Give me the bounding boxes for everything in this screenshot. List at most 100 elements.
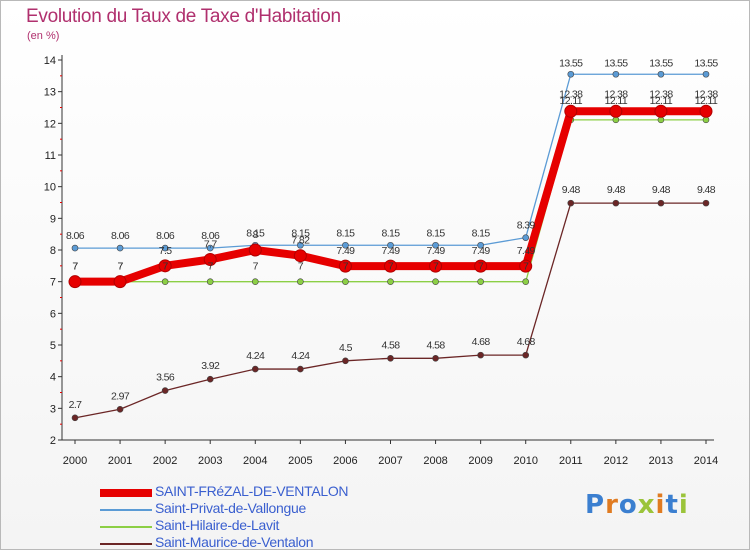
data-label: 2.97 — [111, 390, 130, 402]
data-point — [297, 241, 304, 249]
data-label: 8.15 — [336, 227, 355, 239]
data-label: 13.55 — [694, 57, 718, 69]
data-label: 7 — [523, 261, 529, 273]
x-tick-label: 2001 — [108, 455, 132, 467]
data-label: 7.82 — [291, 235, 310, 247]
data-point — [113, 275, 127, 289]
chart-title: Evolution du Taux de Taxe d'Habitation — [26, 6, 341, 27]
data-point — [116, 405, 124, 413]
data-label: 7 — [208, 261, 214, 273]
data-point — [161, 278, 169, 285]
y-tick-label: 2 — [50, 435, 56, 447]
data-label: 7 — [253, 261, 259, 273]
data-label: 7.49 — [427, 245, 446, 257]
data-label: 8.15 — [472, 227, 491, 239]
data-point — [657, 70, 665, 78]
data-label: 9.48 — [697, 184, 716, 196]
data-label: 12.38 — [649, 88, 673, 100]
data-point — [519, 259, 533, 273]
data-label: 7 — [117, 261, 123, 273]
data-point — [612, 70, 620, 78]
data-label: 8.39 — [517, 220, 536, 232]
data-point — [68, 275, 82, 289]
data-label: 12.38 — [604, 88, 628, 100]
data-label: 12.11 — [560, 95, 583, 107]
data-label: 12.11 — [650, 95, 673, 107]
data-label: 13.55 — [604, 57, 628, 69]
data-point — [429, 259, 443, 273]
y-tick-label: 9 — [50, 213, 56, 225]
data-label: 7 — [343, 261, 349, 273]
data-point — [477, 278, 484, 285]
y-tick-label: 4 — [50, 372, 56, 384]
data-label: 8.06 — [156, 230, 175, 242]
data-label: 8.06 — [66, 230, 85, 242]
y-tick-label: 13 — [44, 87, 56, 99]
data-point — [71, 244, 79, 252]
y-tick-label: 14 — [44, 55, 56, 67]
data-point — [474, 259, 488, 273]
data-point — [432, 241, 439, 249]
y-tick-label: 11 — [45, 150, 56, 162]
logo-letter: i — [655, 490, 666, 520]
x-tick-label: 2012 — [604, 455, 628, 467]
data-label: 9.48 — [562, 184, 581, 196]
data-point — [342, 278, 349, 285]
data-label: 7 — [163, 261, 169, 273]
data-label: 8 — [253, 229, 259, 241]
data-point — [161, 387, 169, 394]
data-label: 4.68 — [517, 336, 536, 348]
data-point — [432, 278, 439, 285]
data-point — [251, 278, 259, 285]
y-tick-label: 6 — [50, 308, 56, 320]
data-label: 12.11 — [695, 95, 718, 107]
proxiti-logo: Proxiti — [585, 490, 689, 520]
data-point — [293, 249, 307, 263]
data-label: 4.24 — [291, 350, 310, 362]
data-point — [564, 104, 578, 118]
data-point — [297, 365, 304, 373]
logo-letter: i — [678, 490, 689, 520]
data-label: 7.49 — [336, 245, 355, 257]
data-point — [71, 414, 79, 422]
data-point — [699, 104, 713, 118]
x-tick-label: 2010 — [513, 455, 537, 467]
series-line-2 — [75, 119, 706, 283]
data-label: 3.92 — [201, 360, 220, 372]
x-tick-label: 2013 — [649, 455, 673, 467]
data-point — [206, 244, 214, 252]
data-label: 7.49 — [517, 245, 536, 257]
legend-label-saint-privat: Saint-Privat-de-Vallongue — [155, 500, 306, 516]
data-label: 7.7 — [204, 239, 218, 251]
data-label: 7 — [433, 261, 439, 273]
y-tick-label: 3 — [50, 403, 56, 415]
data-label: 8.15 — [291, 227, 310, 239]
data-point — [612, 199, 620, 207]
y-tick-label: 5 — [50, 340, 56, 352]
logo-letter: P — [585, 490, 606, 520]
data-label: 13.55 — [649, 57, 673, 69]
data-point — [477, 241, 484, 249]
y-tick-label: 8 — [50, 245, 56, 257]
data-label: 7.49 — [381, 245, 400, 257]
data-point — [342, 241, 349, 249]
x-tick-label: 2003 — [198, 455, 222, 467]
data-point — [297, 278, 304, 285]
data-label: 12.38 — [559, 88, 583, 100]
data-point — [387, 278, 394, 285]
data-point — [161, 244, 169, 252]
data-label: 9.48 — [652, 184, 671, 196]
data-point — [248, 243, 262, 257]
data-label: 8.15 — [381, 227, 400, 239]
data-point — [567, 199, 575, 207]
data-point — [702, 199, 710, 207]
data-label: 7 — [117, 261, 123, 273]
legend-label-saint-maurice: Saint-Maurice-de-Ventalon — [155, 534, 314, 550]
logo-letter: o — [618, 490, 638, 520]
legend-label-saint-hilaire: Saint-Hilaire-de-Lavit — [155, 517, 280, 533]
data-label: 7 — [388, 261, 394, 273]
data-label: 12.38 — [694, 88, 718, 100]
legend-swatch-saint-privat — [100, 509, 152, 511]
data-point — [702, 70, 710, 78]
data-point — [522, 234, 530, 241]
